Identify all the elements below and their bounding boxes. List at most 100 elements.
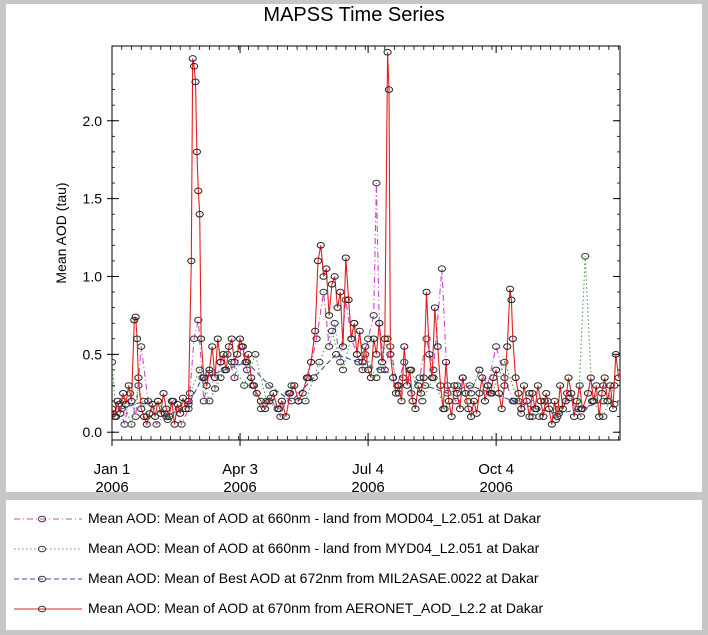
data-point-3	[290, 382, 299, 389]
data-point-1	[453, 382, 462, 389]
data-point-0	[422, 335, 431, 343]
data-point-3	[528, 389, 537, 397]
data-point-1	[127, 421, 136, 428]
data-point-3	[480, 397, 490, 405]
data-point-3	[153, 397, 163, 405]
data-point-3	[247, 374, 256, 382]
data-point-0	[437, 265, 446, 272]
data-point-0	[363, 335, 373, 343]
data-point-3	[192, 148, 201, 156]
legend-label-aeronet: Mean AOD: Mean of AOD at 670nm from AERO…	[88, 600, 544, 616]
data-point-3	[194, 187, 203, 195]
data-point-3	[391, 389, 401, 397]
y-tick-label: 1.0	[83, 268, 103, 284]
data-point-0	[358, 366, 367, 374]
data-point-3	[453, 389, 462, 397]
legend: Mean AOD: Mean of AOD at 660nm - land fr…	[6, 500, 702, 630]
data-point-3	[137, 405, 146, 413]
data-point-3	[148, 400, 157, 408]
y-tick-label: 2.0	[83, 113, 103, 129]
legend-swatch-myd04	[14, 545, 82, 553]
data-point-0	[330, 319, 339, 327]
data-point-3	[244, 351, 253, 358]
data-point-3	[355, 327, 364, 335]
data-point-1	[500, 358, 509, 366]
data-point-3	[542, 389, 551, 397]
data-point-3	[394, 382, 403, 389]
data-point-3	[383, 48, 392, 56]
data-point-3	[306, 358, 316, 366]
data-point-3	[531, 405, 540, 413]
data-point-3	[492, 366, 501, 374]
data-point-3	[478, 374, 487, 382]
x-tick-label: Jan 1	[94, 461, 131, 478]
data-point-1	[383, 335, 392, 343]
data-point-0	[312, 335, 321, 343]
data-point-3	[544, 405, 554, 413]
data-point-3	[397, 397, 406, 405]
data-point-1	[464, 397, 473, 405]
data-point-3	[131, 313, 140, 321]
data-point-3	[433, 343, 442, 350]
legend-label-mil2asae: Mean AOD: Mean of Best AOD at 672nm from…	[88, 570, 539, 586]
data-point-3	[313, 257, 323, 265]
data-point-3	[219, 351, 228, 358]
data-point-1	[418, 397, 427, 405]
data-point-0	[369, 312, 378, 319]
data-point-3	[597, 389, 607, 397]
data-point-3	[286, 389, 295, 397]
plot-frame	[111, 45, 621, 441]
data-point-3	[561, 397, 570, 405]
x-tick-year-label: 2006	[479, 479, 512, 496]
data-point-3	[294, 397, 303, 405]
data-point-3	[589, 397, 598, 405]
data-point-3	[486, 389, 495, 397]
data-point-3	[405, 366, 414, 374]
data-point-3	[195, 210, 204, 218]
data-point-3	[592, 382, 601, 389]
data-point-3	[164, 413, 174, 420]
data-point-3	[112, 413, 119, 420]
data-point-0	[341, 296, 350, 304]
legend-marker-2	[37, 575, 47, 583]
data-point-3	[550, 397, 559, 405]
data-point-3	[372, 351, 381, 358]
data-point-3	[302, 374, 311, 382]
data-point-2	[139, 397, 149, 405]
data-point-3	[416, 389, 426, 397]
data-point-3	[402, 382, 412, 389]
data-point-3	[414, 382, 423, 389]
data-point-1	[262, 397, 271, 405]
legend-item-aeronet: Mean AOD: Mean of AOD at 670nm from AERO…	[6, 598, 702, 620]
y-axis-label: Mean AOD (tau)	[53, 182, 69, 283]
data-point-3	[230, 358, 239, 366]
data-point-0	[152, 421, 161, 428]
data-point-3	[483, 382, 492, 389]
data-point-0	[325, 343, 334, 350]
data-point-3	[508, 335, 517, 343]
data-point-3	[363, 366, 373, 374]
data-point-2	[554, 410, 563, 417]
data-point-0	[184, 405, 193, 413]
data-point-3	[350, 319, 359, 327]
data-point-3	[338, 343, 348, 350]
data-point-3	[210, 374, 220, 382]
data-point-3	[281, 413, 291, 420]
data-point-3	[235, 335, 245, 343]
legend-item-myd04: Mean AOD: Mean of AOD at 660nm - land fr…	[6, 538, 702, 560]
data-point-3	[142, 421, 151, 428]
x-tick-year-label: 2006	[223, 479, 256, 496]
data-point-3	[375, 319, 384, 327]
data-point-3	[233, 351, 242, 358]
data-point-3	[205, 366, 214, 374]
data-point-1	[581, 252, 590, 260]
data-point-3	[600, 374, 609, 382]
data-point-3	[167, 397, 176, 405]
data-point-3	[500, 382, 509, 389]
data-point-1	[185, 389, 195, 397]
data-point-3	[514, 389, 523, 397]
data-point-3	[469, 397, 478, 405]
data-point-3	[380, 335, 389, 343]
y-tick-label: 0.0	[83, 424, 103, 440]
data-point-3	[178, 394, 188, 402]
